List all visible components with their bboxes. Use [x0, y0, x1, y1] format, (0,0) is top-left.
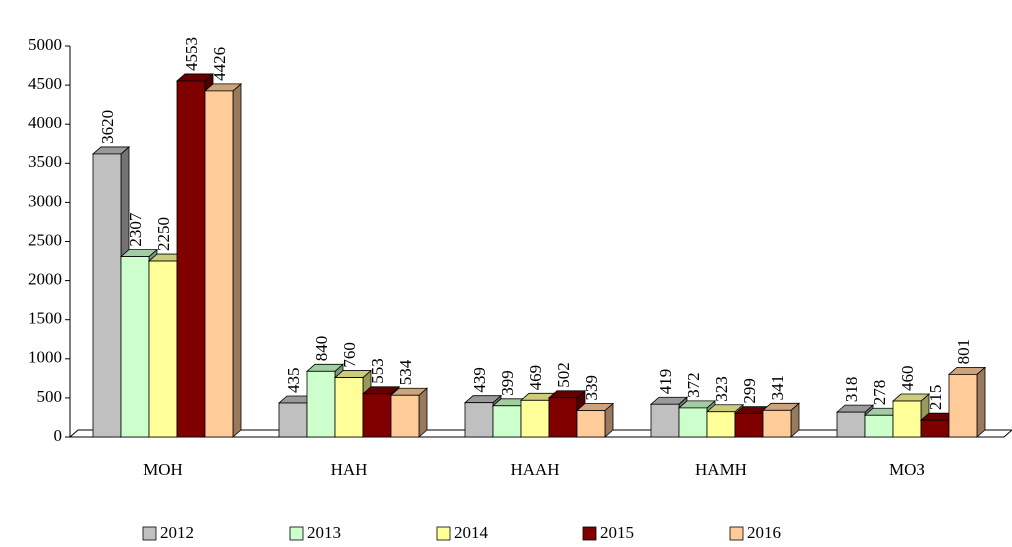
value-label: 339: [582, 375, 601, 401]
x-tick-label: МОН: [143, 460, 183, 479]
bar: [306, 370, 336, 438]
bar: [650, 403, 680, 438]
bar: [948, 373, 978, 438]
legend-swatch: [729, 526, 744, 541]
bar: [762, 409, 792, 438]
bar-side: [418, 387, 428, 438]
x-tick-label: НААН: [510, 460, 559, 479]
value-label: 435: [284, 367, 303, 393]
bar: [464, 402, 494, 438]
value-label: 323: [712, 376, 731, 402]
value-label: 399: [498, 370, 517, 396]
value-label: 534: [396, 359, 415, 385]
value-label: 278: [870, 380, 889, 406]
bar: [148, 260, 178, 438]
bar: [678, 407, 708, 438]
bar: [548, 397, 578, 438]
bar: [520, 399, 550, 438]
bar: [734, 413, 764, 438]
bar: [92, 153, 122, 438]
x-tick-label: НАН: [331, 460, 368, 479]
value-label: 318: [842, 377, 861, 403]
bar: [362, 393, 392, 438]
legend-swatch: [142, 526, 157, 541]
x-tick-label: МОЗ: [889, 460, 925, 479]
value-label: 801: [954, 339, 973, 365]
value-label: 3620: [98, 110, 117, 144]
legend-label: 2013: [307, 523, 341, 542]
y-tick-label: 2000: [28, 270, 62, 289]
bar: [176, 80, 206, 438]
value-label: 2307: [126, 212, 145, 247]
value-label: 502: [554, 362, 573, 388]
bar-side: [232, 83, 242, 438]
y-tick-label: 4500: [28, 74, 62, 93]
legend-label: 2012: [160, 523, 194, 542]
y-tick-label: 1000: [28, 348, 62, 367]
y-tick-label: 4000: [28, 113, 62, 132]
y-tick-label: 0: [54, 426, 63, 445]
bar: [920, 419, 950, 438]
value-label: 299: [740, 378, 759, 404]
value-label: 469: [526, 365, 545, 391]
value-label: 840: [312, 336, 331, 362]
legend-swatch: [436, 526, 451, 541]
legend-label: 2016: [747, 523, 781, 542]
bar: [390, 394, 420, 438]
value-label: 460: [898, 366, 917, 392]
x-tick-label: НАМН: [695, 460, 747, 479]
bar: [892, 400, 922, 438]
value-label: 439: [470, 367, 489, 393]
bar: [492, 405, 522, 438]
y-tick-label: 3000: [28, 191, 62, 210]
bar: [334, 377, 364, 438]
value-label: 341: [768, 375, 787, 401]
bar: [278, 402, 308, 438]
value-label: 4553: [182, 37, 201, 71]
bar: [706, 411, 736, 438]
bar-side: [976, 366, 986, 438]
bar: [204, 90, 234, 438]
legend-swatch: [289, 526, 304, 541]
value-label: 372: [684, 372, 703, 398]
legend-label: 2014: [454, 523, 489, 542]
y-tick-label: 1500: [28, 309, 62, 328]
value-label: 419: [656, 369, 675, 395]
value-label: 553: [368, 358, 387, 384]
bar: [836, 411, 866, 438]
bar: [864, 414, 894, 438]
bar: [120, 256, 150, 438]
y-tick-label: 5000: [28, 35, 62, 54]
y-tick-label: 500: [37, 387, 63, 406]
bar: [576, 410, 606, 438]
legend-swatch: [582, 526, 597, 541]
value-label: 2250: [154, 217, 173, 251]
value-label: 760: [340, 342, 359, 368]
legend-label: 2015: [600, 523, 634, 542]
value-label: 4426: [210, 47, 229, 81]
y-tick-label: 2500: [28, 230, 62, 249]
value-label: 215: [926, 385, 945, 411]
y-tick-label: 3500: [28, 152, 62, 171]
